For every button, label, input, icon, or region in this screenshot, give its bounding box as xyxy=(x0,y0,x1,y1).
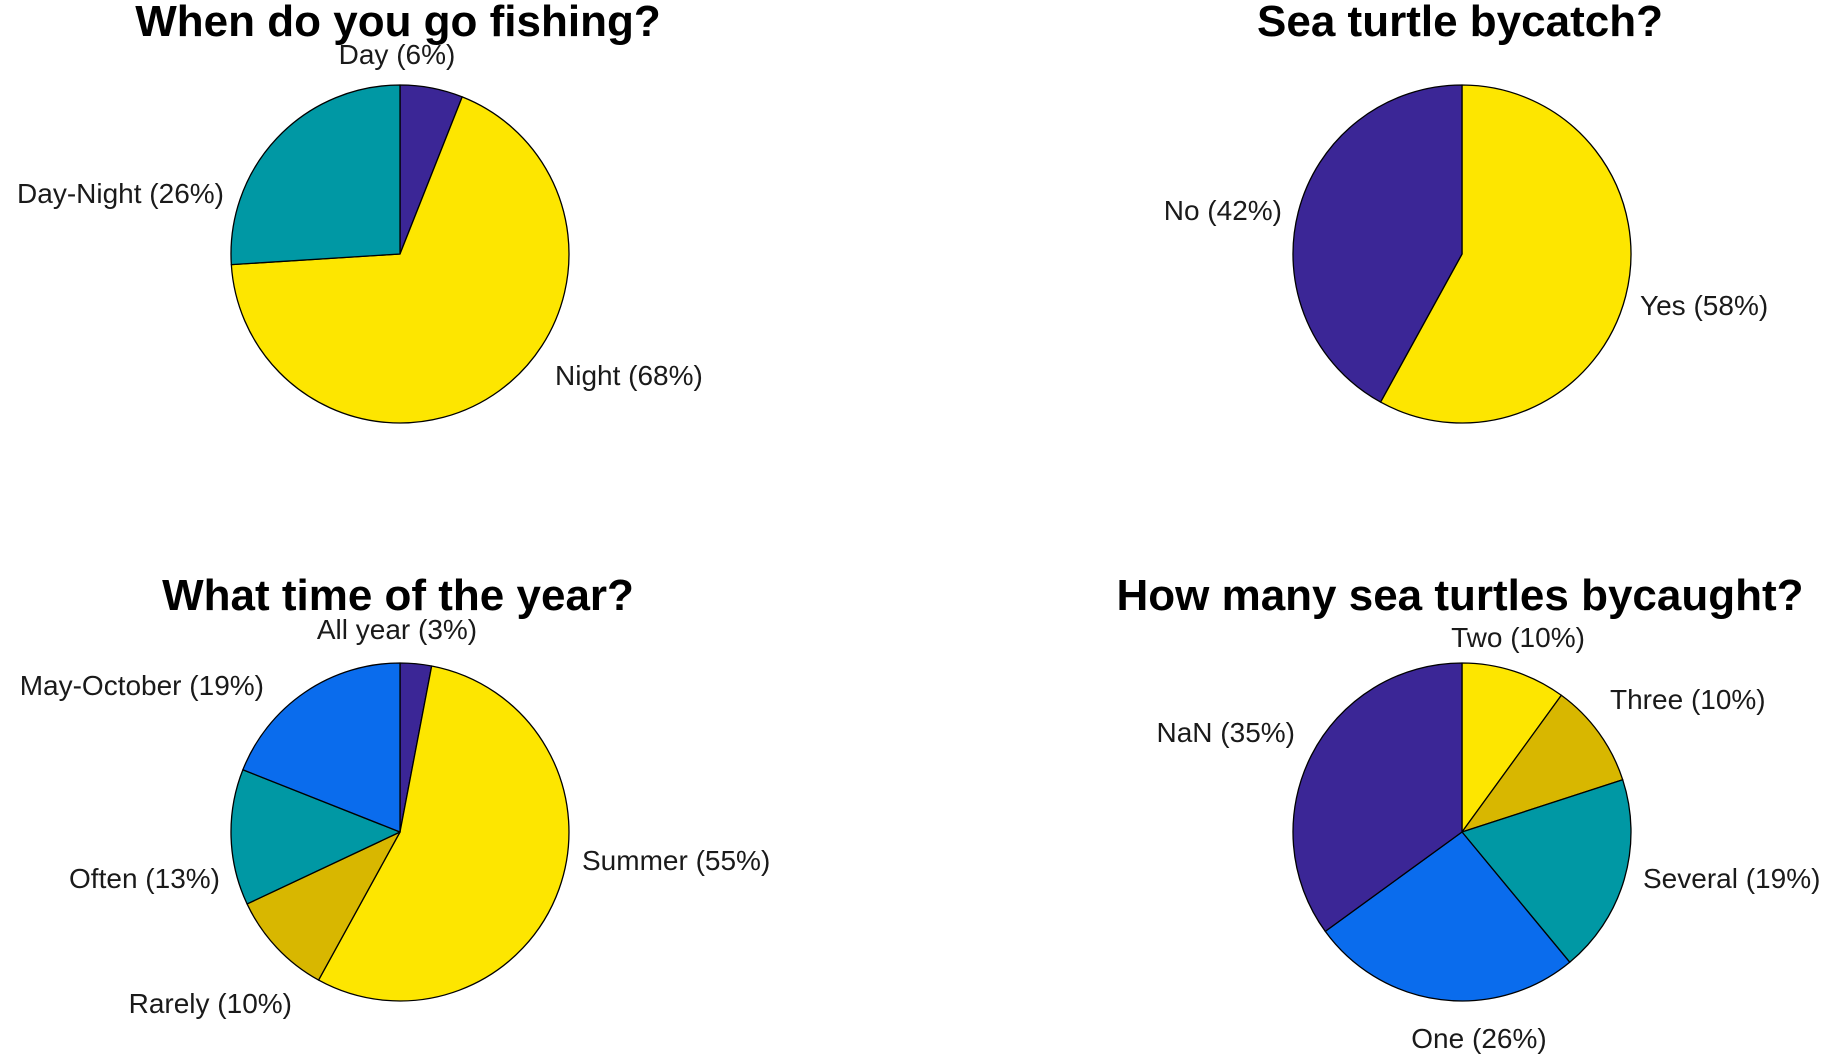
slice-label-name: One xyxy=(1411,1023,1464,1054)
slice-label-name: Day-Night xyxy=(17,178,142,209)
pie-slice-yes xyxy=(1379,84,1632,424)
slice-label-separator xyxy=(1686,290,1694,321)
slice-label-percent: (13%) xyxy=(145,863,220,894)
slice-label-three: Three (10%) xyxy=(1610,684,1766,715)
slice-label-separator xyxy=(1502,622,1510,653)
slice-label-separator xyxy=(688,845,696,876)
slice-label-name: Often xyxy=(69,863,137,894)
slice-label-percent: (10%) xyxy=(1510,622,1585,653)
chart-title-time-of-year: What time of the year? xyxy=(162,571,634,620)
pie-slice-may-october xyxy=(242,662,401,833)
slice-label-separator xyxy=(1683,684,1691,715)
slice-label-name: Two xyxy=(1451,622,1502,653)
slice-label-often: Often (13%) xyxy=(69,863,220,894)
slice-label-separator xyxy=(388,39,396,70)
slice-label-summer: Summer (55%) xyxy=(582,845,770,876)
slice-label-percent: (3%) xyxy=(418,614,477,645)
slice-label-percent: (19%) xyxy=(189,670,264,701)
slice-label-percent: (6%) xyxy=(396,39,455,70)
slice-label-percent: (10%) xyxy=(1691,684,1766,715)
slice-label-name: Three xyxy=(1610,684,1683,715)
slice-label-separator xyxy=(182,670,190,701)
pie-slice-rarely xyxy=(246,831,401,981)
pie-slice-no xyxy=(1292,84,1463,403)
slice-label-separator xyxy=(410,614,418,645)
pie-slice-several xyxy=(1461,779,1632,963)
chart-title-turtle-bycatch: Sea turtle bycatch? xyxy=(1257,0,1663,46)
slice-label-night: Night (68%) xyxy=(555,360,703,391)
slice-label-two: Two (10%) xyxy=(1451,622,1585,653)
pie-chart-fishing-time: When do you go fishing? Day (6%) Night (6… xyxy=(17,0,703,424)
slice-label-one: One (26%) xyxy=(1411,1023,1546,1054)
pie-slice-two xyxy=(1461,662,1562,833)
chart-title-fishing-time: When do you go fishing? xyxy=(135,0,660,46)
slice-label-name: Day xyxy=(339,39,389,70)
slice-label-day-night: Day-Night (26%) xyxy=(17,178,224,209)
pie-slice-one xyxy=(1324,831,1571,1002)
pie-slice-three xyxy=(1461,694,1624,833)
pie-slice-night xyxy=(230,96,570,424)
slice-label-several: Several (19%) xyxy=(1643,863,1820,894)
slice-label-separator xyxy=(142,178,150,209)
slice-label-percent: (19%) xyxy=(1746,863,1821,894)
slice-label-percent: (26%) xyxy=(1472,1023,1547,1054)
pie-slice-day-night xyxy=(230,84,401,266)
slice-label-name: Rarely xyxy=(129,988,210,1019)
slice-label-name: No xyxy=(1164,195,1200,226)
slice-label-name: Several xyxy=(1643,863,1738,894)
slice-label-percent: (35%) xyxy=(1220,717,1295,748)
slice-label-separator xyxy=(210,988,218,1019)
slice-label-nan: NaN (35%) xyxy=(1157,717,1296,748)
slice-label-no: No (42%) xyxy=(1164,195,1282,226)
slice-label-percent: (55%) xyxy=(696,845,771,876)
slice-label-separator xyxy=(620,360,628,391)
pie-chart-turtles-count: How many sea turtles bycaught? Two (10%)… xyxy=(1116,571,1820,1054)
chart-title-turtles-count: How many sea turtles bycaught? xyxy=(1116,571,1803,620)
pie-slice-summer xyxy=(317,665,570,1002)
slice-label-all-year: All year (3%) xyxy=(317,614,477,645)
slice-label-name: Yes xyxy=(1640,290,1686,321)
slice-label-name: Summer xyxy=(582,845,688,876)
slice-label-may-october: May-October (19%) xyxy=(20,670,264,701)
slice-label-separator xyxy=(1464,1023,1472,1054)
slice-label-separator xyxy=(1213,717,1221,748)
slice-label-separator xyxy=(138,863,146,894)
slice-label-separator xyxy=(1738,863,1746,894)
slice-label-percent: (42%) xyxy=(1207,195,1282,226)
pie-slice-nan xyxy=(1292,662,1463,932)
slice-label-rarely: Rarely (10%) xyxy=(129,988,292,1019)
pie-chart-turtle-bycatch: Sea turtle bycatch? Yes (58%) No (42%) xyxy=(1164,0,1768,424)
slice-label-name: All year xyxy=(317,614,410,645)
slice-label-percent: (68%) xyxy=(628,360,703,391)
slice-label-name: NaN xyxy=(1157,717,1213,748)
slice-label-percent: (10%) xyxy=(217,988,292,1019)
slice-label-name: Night xyxy=(555,360,621,391)
slice-label-day: Day (6%) xyxy=(339,39,456,70)
pie-slice-often xyxy=(230,769,401,905)
slice-label-name: May-October xyxy=(20,670,182,701)
slice-label-separator xyxy=(1200,195,1208,226)
slice-label-yes: Yes (58%) xyxy=(1640,290,1768,321)
slice-label-percent: (26%) xyxy=(149,178,224,209)
pie-chart-time-of-year: What time of the year? All year (3%) Summ… xyxy=(20,571,771,1019)
slice-label-percent: (58%) xyxy=(1693,290,1768,321)
